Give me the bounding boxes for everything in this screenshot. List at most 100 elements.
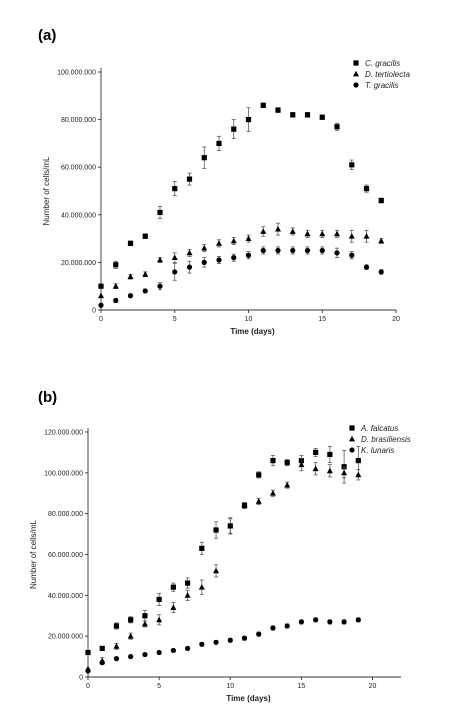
y-tick-label: 40.000.000 — [48, 593, 83, 600]
chart-panel-b: (b) 0 20.000.000 40.000.000 60.000.000 80.000… — [29, 389, 411, 703]
data-point — [230, 237, 237, 244]
data-point — [275, 107, 281, 113]
data-point — [348, 233, 355, 239]
data-point — [127, 293, 134, 299]
data-point — [260, 247, 266, 254]
series-square — [98, 102, 384, 289]
data-point — [378, 197, 384, 204]
data-point — [128, 653, 134, 660]
data-point — [112, 283, 119, 289]
y-axis-title: Number of cells/mL — [29, 520, 38, 589]
data-point — [171, 254, 178, 261]
data-point — [319, 247, 325, 254]
series-square — [85, 445, 361, 656]
data-point — [98, 283, 104, 289]
y-tick-label: 0 — [92, 308, 96, 315]
series-triangle — [98, 222, 385, 299]
data-point — [142, 271, 149, 277]
data-point — [260, 228, 267, 234]
data-point — [184, 592, 191, 598]
data-point — [284, 460, 290, 466]
x-axis-title: Time (days) — [230, 327, 275, 336]
data-point — [184, 645, 191, 652]
data-point — [275, 247, 281, 254]
y-tick-label: 120.000.000 — [44, 430, 83, 437]
data-point — [172, 186, 178, 192]
data-point — [270, 625, 276, 631]
data-point — [231, 255, 237, 261]
x-tick-label: 10 — [245, 316, 253, 323]
data-point — [198, 583, 205, 590]
y-tick-label: 80.000.000 — [61, 117, 96, 124]
data-point — [142, 288, 148, 294]
data-point — [378, 237, 385, 244]
data-point — [127, 240, 134, 246]
data-point — [213, 567, 220, 574]
panel-label: (b) — [38, 389, 57, 406]
x-axis-title: Time (days) — [226, 694, 271, 703]
data-point — [334, 124, 340, 130]
data-point — [269, 490, 276, 496]
x-tick-label: 10 — [226, 683, 234, 690]
y-tick-label: 60.000.000 — [61, 165, 96, 172]
data-point — [199, 641, 205, 647]
y-tick-label: 0 — [79, 675, 83, 682]
data-point — [245, 117, 252, 123]
data-point — [327, 451, 333, 458]
data-point — [334, 230, 340, 237]
legend: A. falcatus D. brasiliensis K. lunaris — [349, 424, 411, 455]
data-point — [156, 616, 163, 623]
x-tick-label: 5 — [173, 316, 177, 323]
data-point — [304, 247, 311, 254]
data-point — [156, 596, 162, 603]
y-tick-label: 80.000.000 — [48, 511, 83, 518]
data-point — [141, 620, 148, 627]
data-point — [363, 186, 370, 192]
data-point — [355, 617, 361, 623]
y-tick-label: 100.000.000 — [57, 70, 96, 77]
data-point — [186, 264, 193, 270]
data-point — [341, 619, 347, 625]
legend-marker — [353, 82, 359, 88]
data-point — [170, 647, 176, 654]
data-point — [186, 176, 193, 182]
data-point — [256, 631, 262, 637]
data-point — [156, 649, 162, 656]
data-point — [201, 155, 207, 161]
data-point — [349, 162, 355, 168]
x-tick-label: 20 — [392, 316, 400, 323]
data-point — [170, 584, 176, 590]
y-axis-title: Number of cells/mL — [42, 156, 51, 225]
x-tick-label: 15 — [298, 683, 306, 690]
data-point — [270, 457, 276, 464]
y-tick-label: 40.000.000 — [61, 212, 96, 219]
data-point — [298, 619, 305, 625]
panel-label: (a) — [38, 27, 56, 44]
data-point — [290, 112, 296, 118]
data-point — [245, 252, 252, 258]
data-point — [355, 457, 361, 464]
data-point — [284, 623, 290, 629]
data-point — [99, 660, 105, 666]
data-point — [201, 259, 207, 265]
data-point — [304, 230, 311, 237]
legend-label: D. brasiliensis — [361, 435, 411, 444]
data-point — [186, 249, 193, 256]
data-point — [216, 257, 222, 263]
data-point — [327, 619, 333, 625]
data-point — [213, 527, 219, 533]
data-point — [241, 502, 248, 508]
data-point — [245, 235, 252, 241]
data-point — [275, 225, 281, 232]
data-point — [319, 230, 326, 237]
data-point — [341, 464, 347, 470]
legend-label: T. gracilis — [365, 81, 399, 90]
data-point — [355, 471, 362, 478]
legend-marker — [353, 60, 359, 66]
data-point — [99, 645, 105, 652]
data-point — [255, 498, 262, 504]
y-tick-label: 20.000.000 — [48, 634, 83, 641]
data-point — [199, 545, 205, 551]
data-point — [157, 256, 163, 263]
